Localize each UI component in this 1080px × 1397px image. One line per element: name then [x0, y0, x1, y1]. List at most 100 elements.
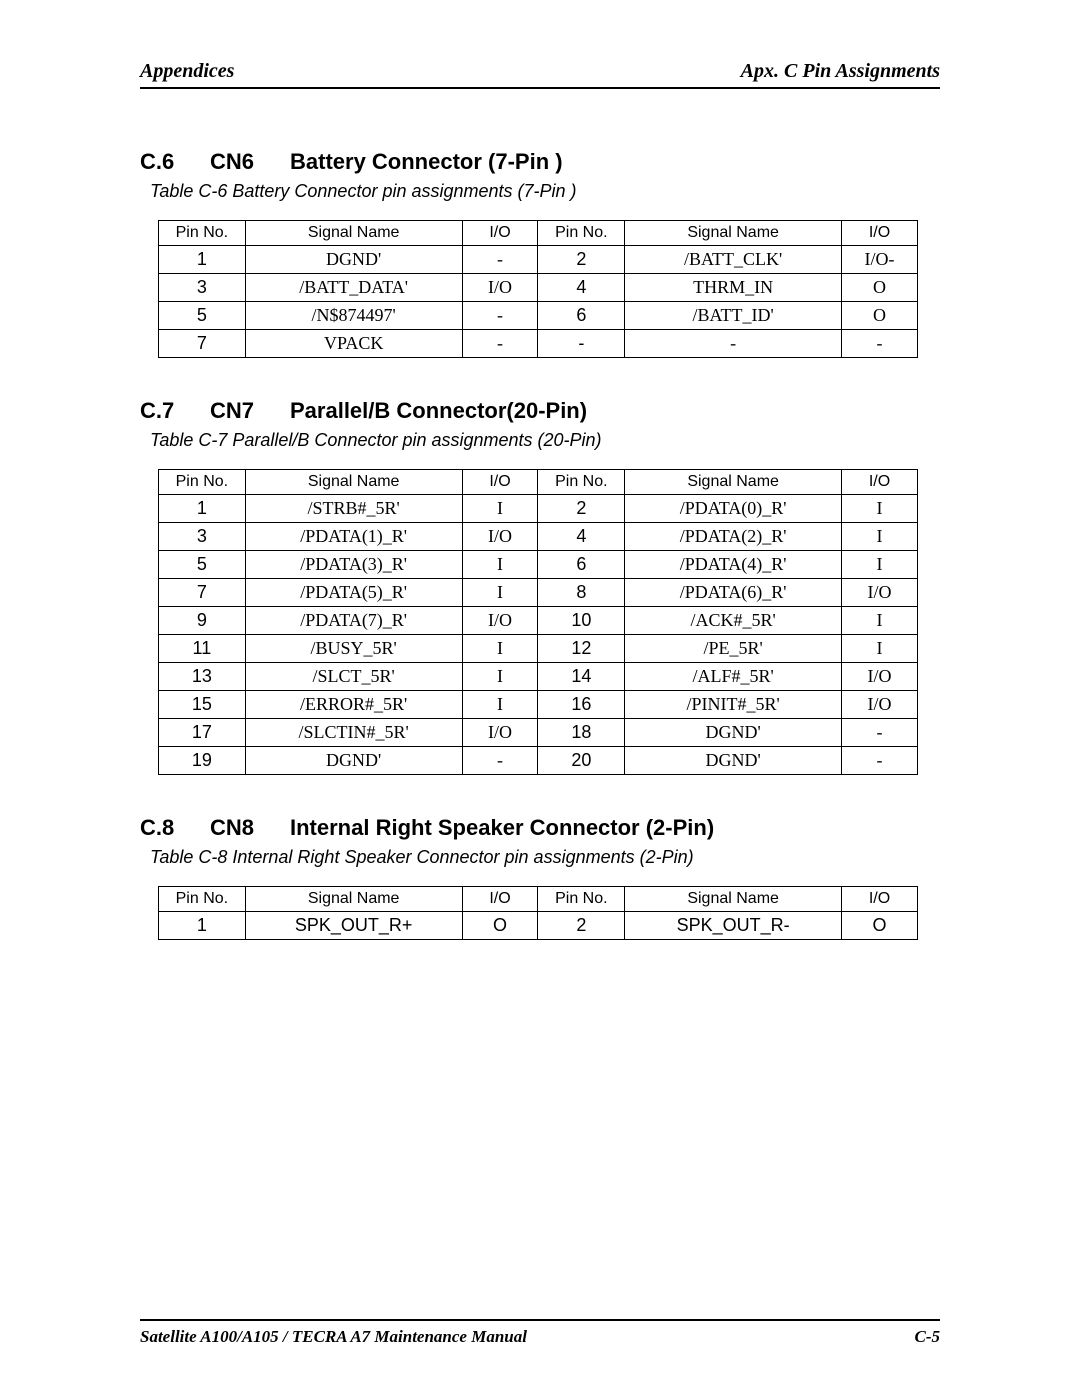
- table-cell: O: [842, 274, 918, 302]
- table-header-cell: I/O: [842, 470, 918, 495]
- table-cell: 1: [159, 912, 246, 940]
- connector-id: CN8: [210, 815, 290, 841]
- header-rule: [140, 87, 940, 89]
- table-cell: 9: [159, 607, 246, 635]
- pin-assignment-table: Pin No.Signal NameI/OPin No.Signal NameI…: [158, 469, 918, 775]
- table-header-row: Pin No.Signal NameI/OPin No.Signal NameI…: [159, 470, 918, 495]
- table-cell: DGND': [625, 719, 842, 747]
- table-cell: 11: [159, 635, 246, 663]
- section-title: Battery Connector (7-Pin ): [290, 149, 563, 174]
- footer-rule: [140, 1319, 940, 1321]
- table-cell: -: [462, 246, 538, 274]
- table-cell: 6: [538, 302, 625, 330]
- table-cell: VPACK: [245, 330, 462, 358]
- header-left: Appendices: [140, 60, 234, 83]
- table-header-cell: Signal Name: [625, 221, 842, 246]
- table-row: 19DGND'-20DGND'-: [159, 747, 918, 775]
- connector-id: CN6: [210, 149, 290, 175]
- table-cell: /BUSY_5R': [245, 635, 462, 663]
- table-cell: 4: [538, 274, 625, 302]
- table-header-cell: Pin No.: [538, 470, 625, 495]
- table-cell: I: [462, 495, 538, 523]
- table-cell: 20: [538, 747, 625, 775]
- table-cell: 17: [159, 719, 246, 747]
- table-row: 5/PDATA(3)_R'I6/PDATA(4)_R'I: [159, 551, 918, 579]
- table-row: 1SPK_OUT_R+O2SPK_OUT_R-O: [159, 912, 918, 940]
- table-cell: /PINIT#_5R': [625, 691, 842, 719]
- table-row: 7VPACK----: [159, 330, 918, 358]
- table-cell: 15: [159, 691, 246, 719]
- table-row: 11/BUSY_5R'I12/PE_5R'I: [159, 635, 918, 663]
- table-cell: SPK_OUT_R-: [625, 912, 842, 940]
- table-cell: 1: [159, 495, 246, 523]
- table-row: 5/N$874497'-6/BATT_ID'O: [159, 302, 918, 330]
- table-cell: /PDATA(2)_R': [625, 523, 842, 551]
- table-cell: -: [842, 330, 918, 358]
- table-cell: /PDATA(5)_R': [245, 579, 462, 607]
- page-header: Appendices Apx. C Pin Assignments: [140, 60, 940, 83]
- table-cell: I: [462, 663, 538, 691]
- section-heading: C.8CN8Internal Right Speaker Connector (…: [140, 815, 940, 841]
- table-cell: I/O-: [842, 246, 918, 274]
- section-number: C.6: [140, 149, 210, 175]
- table-cell: 18: [538, 719, 625, 747]
- table-cell: /PDATA(7)_R': [245, 607, 462, 635]
- table-cell: I/O: [842, 663, 918, 691]
- table-cell: /PE_5R': [625, 635, 842, 663]
- table-caption: Table C-7 Parallel/B Connector pin assig…: [150, 430, 940, 451]
- table-cell: I: [842, 523, 918, 551]
- table-cell: I: [462, 579, 538, 607]
- table-cell: /PDATA(4)_R': [625, 551, 842, 579]
- table-header-cell: Signal Name: [625, 470, 842, 495]
- table-header-cell: Pin No.: [159, 887, 246, 912]
- section-title: Internal Right Speaker Connector (2-Pin): [290, 815, 714, 840]
- table-cell: I/O: [462, 607, 538, 635]
- table-cell: 5: [159, 551, 246, 579]
- table-row: 1DGND'-2/BATT_CLK'I/O-: [159, 246, 918, 274]
- table-header-cell: Signal Name: [245, 221, 462, 246]
- table-cell: /BATT_ID': [625, 302, 842, 330]
- section-number: C.7: [140, 398, 210, 424]
- table-header-cell: I/O: [462, 221, 538, 246]
- table-cell: I: [462, 551, 538, 579]
- table-cell: /ERROR#_5R': [245, 691, 462, 719]
- table-cell: /SLCTIN#_5R': [245, 719, 462, 747]
- table-header-row: Pin No.Signal NameI/OPin No.Signal NameI…: [159, 887, 918, 912]
- table-cell: I: [842, 551, 918, 579]
- table-row: 17/SLCTIN#_5R'I/O18DGND'-: [159, 719, 918, 747]
- table-cell: 12: [538, 635, 625, 663]
- table-cell: O: [842, 912, 918, 940]
- table-header-cell: I/O: [462, 887, 538, 912]
- table-header-cell: Pin No.: [538, 221, 625, 246]
- table-row: 7/PDATA(5)_R'I8/PDATA(6)_R'I/O: [159, 579, 918, 607]
- table-cell: /PDATA(3)_R': [245, 551, 462, 579]
- table-cell: DGND': [245, 246, 462, 274]
- table-cell: /BATT_CLK': [625, 246, 842, 274]
- table-cell: I/O: [462, 274, 538, 302]
- table-cell: -: [462, 302, 538, 330]
- table-cell: I/O: [842, 579, 918, 607]
- table-row: 15/ERROR#_5R'I16/PINIT#_5R'I/O: [159, 691, 918, 719]
- table-cell: -: [462, 747, 538, 775]
- table-row: 3/BATT_DATA'I/O4THRM_INO: [159, 274, 918, 302]
- table-header-cell: Signal Name: [625, 887, 842, 912]
- table-cell: 3: [159, 274, 246, 302]
- table-cell: I: [842, 635, 918, 663]
- table-cell: /PDATA(1)_R': [245, 523, 462, 551]
- table-cell: I/O: [842, 691, 918, 719]
- table-cell: 3: [159, 523, 246, 551]
- table-cell: /PDATA(6)_R': [625, 579, 842, 607]
- table-cell: THRM_IN: [625, 274, 842, 302]
- table-cell: 5: [159, 302, 246, 330]
- section-heading: C.7CN7Parallel/B Connector(20-Pin): [140, 398, 940, 424]
- table-cell: I/O: [462, 719, 538, 747]
- table-cell: 7: [159, 579, 246, 607]
- table-cell: /ACK#_5R': [625, 607, 842, 635]
- table-cell: I: [462, 635, 538, 663]
- table-header-cell: Pin No.: [159, 470, 246, 495]
- table-cell: 16: [538, 691, 625, 719]
- table-cell: 1: [159, 246, 246, 274]
- section-heading: C.6CN6Battery Connector (7-Pin ): [140, 149, 940, 175]
- page-footer: Satellite A100/A105 / TECRA A7 Maintenan…: [140, 1319, 940, 1347]
- table-header-cell: Pin No.: [159, 221, 246, 246]
